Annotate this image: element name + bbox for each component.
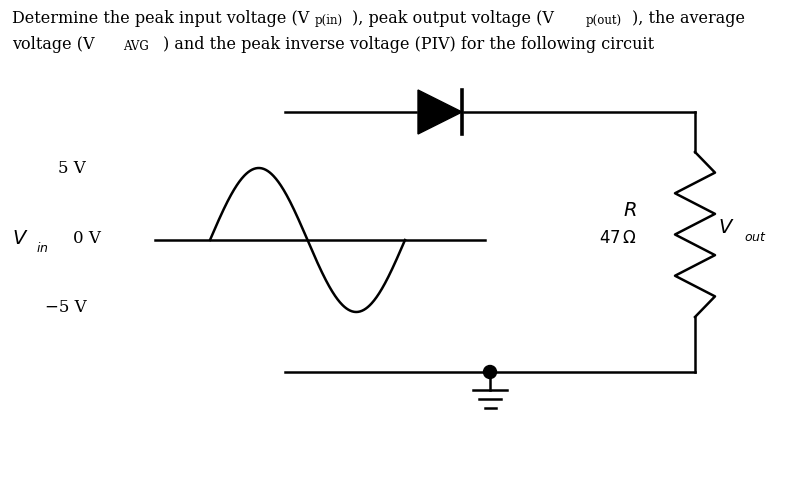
Text: ), the average: ), the average [632,10,745,27]
Text: $47\,\Omega$: $47\,\Omega$ [599,229,637,247]
Text: $V$: $V$ [718,217,735,237]
Text: Determine the peak input voltage (V: Determine the peak input voltage (V [12,10,309,27]
Text: −5 V: −5 V [45,299,87,317]
Text: p(in): p(in) [315,14,343,27]
Text: p(out): p(out) [586,14,622,27]
Text: 5 V: 5 V [58,160,86,176]
Text: voltage (V: voltage (V [12,36,95,53]
Text: AVG: AVG [123,40,148,53]
Text: $\mathit{out}$: $\mathit{out}$ [744,230,767,243]
Polygon shape [418,90,462,134]
Text: ) and the peak inverse voltage (PIV) for the following circuit: ) and the peak inverse voltage (PIV) for… [163,36,654,53]
Circle shape [483,365,496,378]
Text: $\mathit{in}$: $\mathit{in}$ [36,241,49,255]
Text: $V$: $V$ [12,228,28,247]
Text: $R$: $R$ [623,201,637,219]
Text: ), peak output voltage (V: ), peak output voltage (V [352,10,554,27]
Text: 0 V: 0 V [73,229,101,246]
